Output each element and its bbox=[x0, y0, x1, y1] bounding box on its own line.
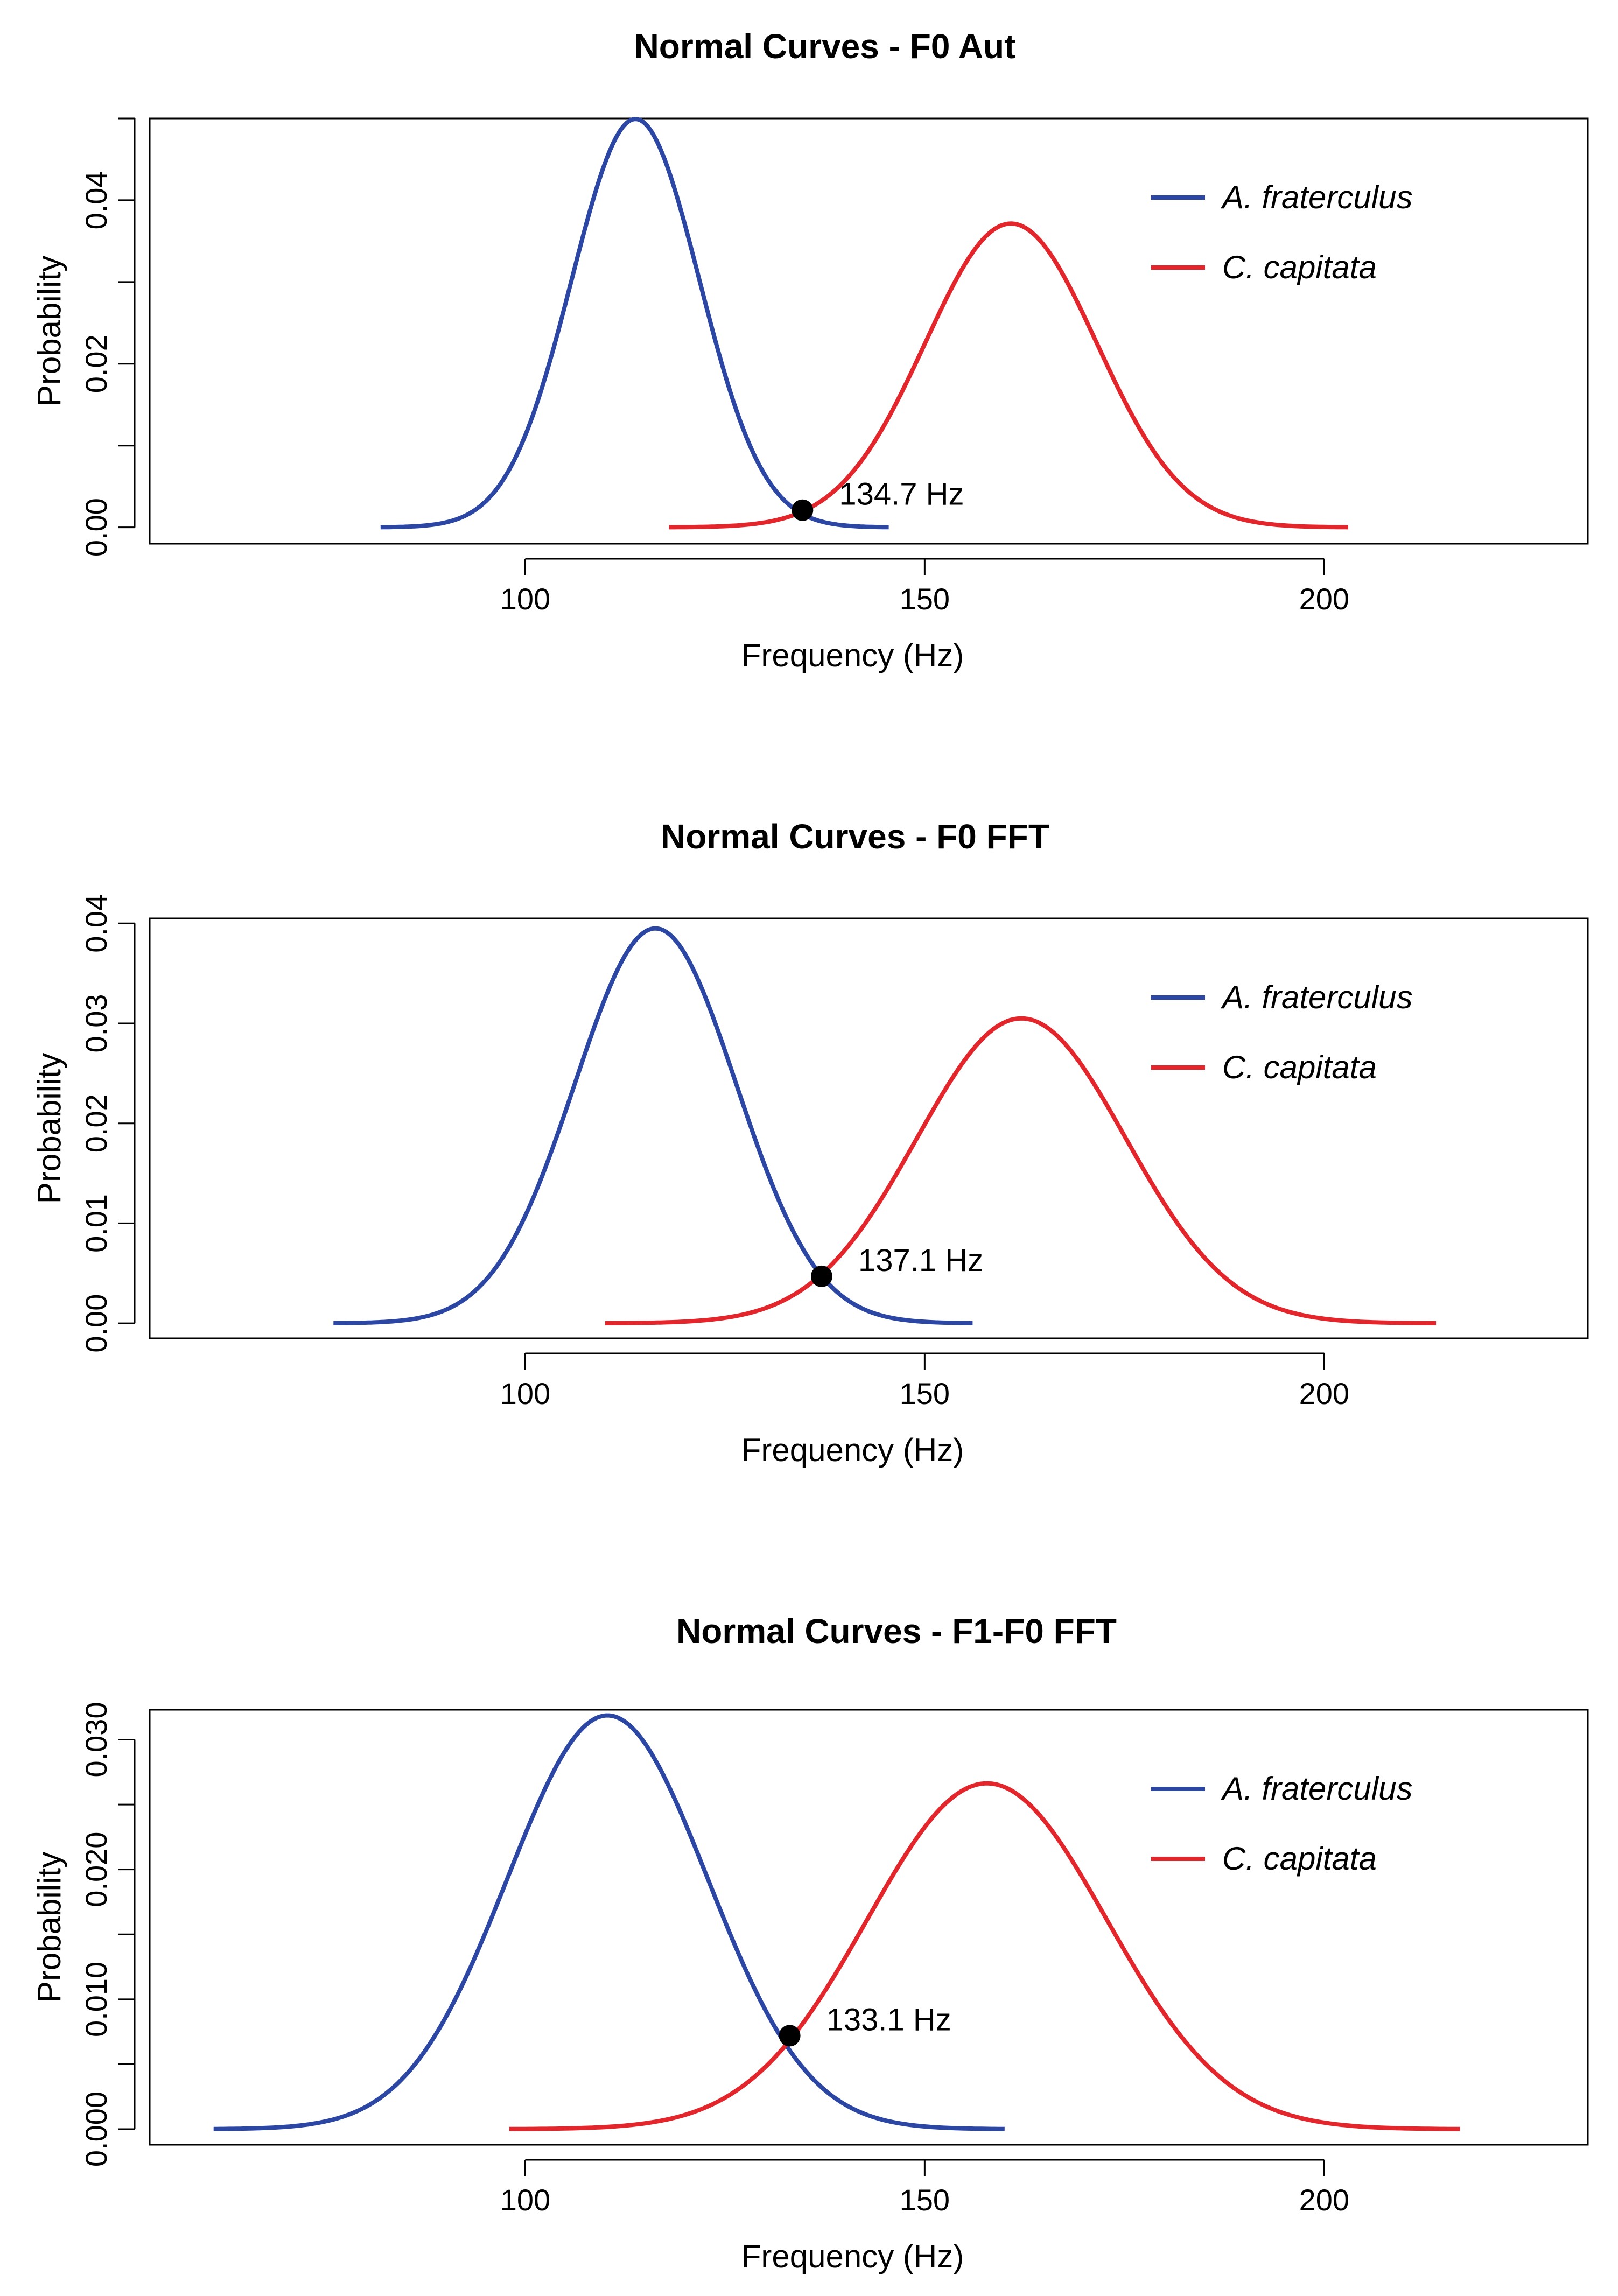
panel-2-legend: A. fraterculus C. capitata bbox=[1151, 979, 1412, 1085]
panel-3: Normal Curves - F1-F0 FFT 133.1 Hz 100 1… bbox=[31, 1612, 1589, 2274]
panel-2-y-tick-label-4: 0.04 bbox=[79, 894, 113, 953]
panel-1-x-axis: 100 150 200 bbox=[500, 558, 1349, 616]
panel-2-y-axis-label: Probability bbox=[31, 1053, 67, 1204]
panel-2-legend-label-a-fraterculus: A. fraterculus bbox=[1221, 979, 1412, 1015]
panel-3-y-tick-label-6: 0.030 bbox=[79, 1702, 113, 1777]
panel-2-x-axis-label: Frequency (Hz) bbox=[741, 1432, 964, 1468]
panel-1-x-tick-label-2: 200 bbox=[1299, 582, 1349, 616]
panel-1-x-tick-label-1: 150 bbox=[900, 582, 950, 616]
panel-1: Normal Curves - F0 Aut 134.7 Hz 100 150 … bbox=[31, 27, 1589, 673]
panel-2-y-tick-label-1: 0.01 bbox=[79, 1194, 113, 1253]
panel-2-plot-frame bbox=[149, 917, 1589, 1339]
panel-3-legend-label-a-fraterculus: A. fraterculus bbox=[1221, 1771, 1412, 1807]
panel-2-x-tick-label-2: 200 bbox=[1299, 1377, 1349, 1410]
panel-3-legend: A. fraterculus C. capitata bbox=[1151, 1771, 1412, 1877]
panel-1-y-axis: 0.00 0.02 0.04 bbox=[79, 117, 136, 557]
panel-1-y-tick-label-4: 0.04 bbox=[79, 171, 113, 229]
panel-1-legend: A. fraterculus C. capitata bbox=[1151, 179, 1412, 285]
panel-1-y-tick-label-0: 0.00 bbox=[79, 498, 113, 557]
panel-3-intersection-label: 133.1 Hz bbox=[826, 2002, 951, 2037]
panel-3-y-axis-label: Probability bbox=[31, 1852, 67, 2003]
panel-1-x-axis-label: Frequency (Hz) bbox=[741, 637, 964, 673]
panel-1-legend-label-a-fraterculus: A. fraterculus bbox=[1221, 179, 1412, 215]
panel-3-y-axis: 0.000 0.010 0.020 0.030 bbox=[79, 1702, 136, 2167]
panel-1-y-axis-label: Probability bbox=[31, 256, 67, 406]
panel-2-intersection-point bbox=[810, 1265, 832, 1287]
panel-3-plot-frame bbox=[149, 1709, 1589, 2146]
panel-2-title: Normal Curves - F0 FFT bbox=[661, 817, 1049, 856]
panel-3-series-a-fraterculus-curve bbox=[213, 1713, 1005, 2131]
panel-2-y-tick-label-0: 0.00 bbox=[79, 1294, 113, 1353]
panel-1-plot-frame bbox=[149, 117, 1589, 545]
panel-2-intersection-label: 137.1 Hz bbox=[858, 1243, 983, 1278]
panel-2-y-tick-label-2: 0.02 bbox=[79, 1094, 113, 1153]
panel-3-x-axis: 100 150 200 bbox=[500, 2159, 1349, 2217]
panel-2-legend-label-c-capitata: C. capitata bbox=[1222, 1049, 1377, 1085]
panel-2-y-tick-label-3: 0.03 bbox=[79, 994, 113, 1053]
panel-3-y-tick-label-0: 0.000 bbox=[79, 2091, 113, 2167]
panel-3-intersection-point bbox=[779, 2025, 801, 2047]
panel-3-x-tick-label-2: 200 bbox=[1299, 2183, 1349, 2217]
panel-1-series-c-capitata-curve bbox=[669, 221, 1348, 530]
panel-2-series-c-capitata-curve bbox=[605, 1016, 1437, 1325]
panel-3-x-axis-label: Frequency (Hz) bbox=[741, 2238, 964, 2274]
panel-1-legend-label-c-capitata: C. capitata bbox=[1222, 249, 1377, 285]
panel-3-x-tick-label-0: 100 bbox=[500, 2183, 550, 2217]
panel-1-title: Normal Curves - F0 Aut bbox=[634, 27, 1016, 66]
panel-1-y-tick-label-2: 0.02 bbox=[79, 334, 113, 393]
panel-2-x-tick-label-0: 100 bbox=[500, 1377, 550, 1410]
panel-2-x-tick-label-1: 150 bbox=[900, 1377, 950, 1410]
panel-1-intersection-point bbox=[792, 499, 814, 521]
panel-3-title: Normal Curves - F1-F0 FFT bbox=[676, 1612, 1117, 1651]
panel-2: Normal Curves - F0 FFT 137.1 Hz 100 150 … bbox=[31, 817, 1589, 1468]
panel-1-intersection-label: 134.7 Hz bbox=[839, 477, 964, 512]
panel-2-x-axis: 100 150 200 bbox=[500, 1352, 1349, 1410]
panel-1-x-tick-label-0: 100 bbox=[500, 582, 550, 616]
panel-3-y-tick-label-4: 0.020 bbox=[79, 1832, 113, 1907]
panel-2-y-axis: 0.00 0.01 0.02 0.03 0.04 bbox=[79, 894, 136, 1353]
panel-3-x-tick-label-1: 150 bbox=[900, 2183, 950, 2217]
panel-3-series-c-capitata-curve bbox=[509, 1781, 1460, 2131]
panel-3-y-tick-label-2: 0.010 bbox=[79, 1962, 113, 2037]
panel-3-legend-label-c-capitata: C. capitata bbox=[1222, 1841, 1377, 1877]
panel-2-series-a-fraterculus-curve bbox=[333, 926, 973, 1325]
